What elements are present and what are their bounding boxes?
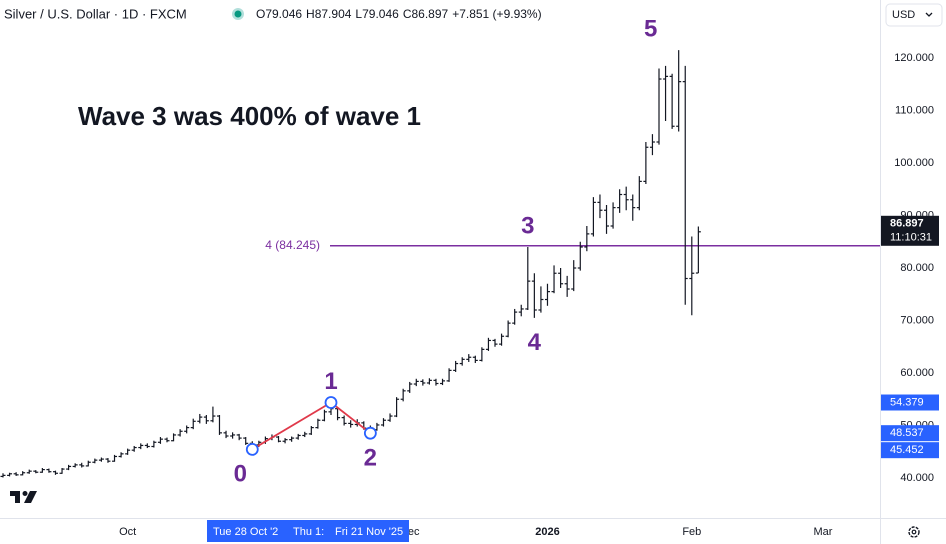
y-tick-label: 70.000 <box>900 314 934 326</box>
y-tick-label: 110.000 <box>895 104 934 116</box>
logo <box>10 491 37 503</box>
price-tag <box>881 394 939 411</box>
countdown-label: 11:10:31 <box>890 232 932 244</box>
pivot-marker <box>324 396 338 409</box>
pivot-marker <box>363 426 377 440</box>
x-tick-label: Oct <box>119 526 136 538</box>
y-tick-label: 60.000 <box>900 367 934 379</box>
chart-title: Silver / U.S. Dollar · 1D · FXCM <box>4 6 187 21</box>
price-tag-label: 54.379 <box>890 396 924 408</box>
y-tick-label: 100.000 <box>894 157 934 169</box>
logo-part <box>22 491 28 496</box>
settings-icon <box>908 526 920 538</box>
level-label: 4 (84.245) <box>265 238 320 252</box>
readout-value: +7.851 (+9.93%) <box>452 7 541 21</box>
price-tag <box>881 442 939 459</box>
last-price-label: 86.897 <box>890 218 924 230</box>
y-tick-label: 40.000 <box>900 472 934 484</box>
y-tick-label: 80.000 <box>900 262 934 274</box>
readout-value: C86.897 <box>403 7 449 21</box>
x-tick-label: Mar <box>814 526 833 538</box>
logo-part <box>10 491 20 503</box>
wave-label: 3 <box>521 212 534 239</box>
wave-label: 5 <box>644 15 657 42</box>
wave-label: 0 <box>234 461 247 488</box>
date-label: Fri 21 Nov '25 <box>335 526 403 538</box>
pivot-line <box>330 401 371 434</box>
x-tick-label: 2026 <box>535 526 559 538</box>
currency-label: USD <box>892 9 915 21</box>
ohlc-readout: O79.046 H87.904 L79.046 C86.897 +7.851 (+9.9… <box>256 7 542 21</box>
date-label-bg <box>287 520 329 542</box>
y-tick-label: 120.000 <box>894 52 934 64</box>
currency-caret <box>925 12 933 17</box>
date-label: Thu 1: <box>293 526 324 538</box>
price-tag-label: 48.537 <box>890 427 924 439</box>
pivot-line <box>251 401 332 451</box>
readout-value: L79.046 <box>355 7 399 21</box>
currency-button[interactable] <box>885 3 943 27</box>
date-label: Tue 28 Oct '2 <box>213 526 278 538</box>
wave-label: 2 <box>364 445 377 472</box>
logo-part <box>24 491 37 503</box>
annotation: Wave 3 was 400% of wave 1 <box>78 101 421 131</box>
wave-label: 4 <box>528 329 542 356</box>
wave-label: 1 <box>324 368 337 395</box>
readout-value: H87.904 <box>306 7 352 21</box>
status-dot <box>234 10 242 18</box>
price-tag <box>881 425 939 442</box>
date-label-bg <box>207 520 287 542</box>
date-label-bg <box>329 520 409 542</box>
x-tick-label: Feb <box>682 526 701 538</box>
last-price-tag <box>881 215 939 246</box>
price-tag-label: 45.452 <box>890 444 924 456</box>
pivot-marker <box>245 442 259 456</box>
settings-icon <box>911 529 917 535</box>
readout-value: O79.046 <box>256 7 302 21</box>
